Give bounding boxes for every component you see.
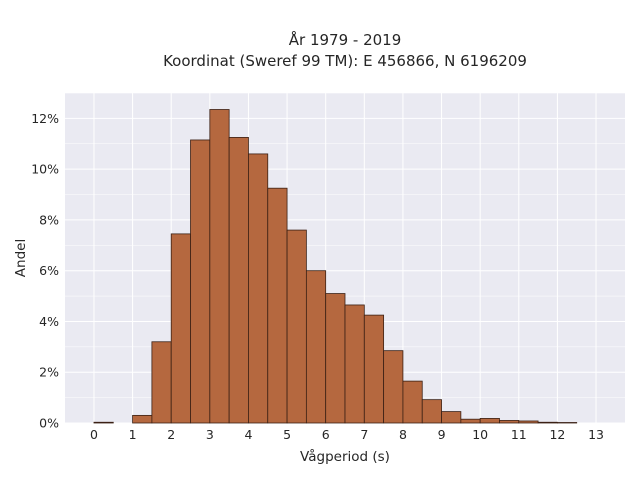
bars xyxy=(93,109,578,424)
histogram-bar-0 xyxy=(93,421,114,424)
chart-title-line-1: År 1979 - 2019 xyxy=(289,30,402,49)
x-tick-label-9: 9 xyxy=(438,427,446,442)
x-tick-label-3: 3 xyxy=(206,427,214,442)
histogram-bar-11 xyxy=(305,270,327,424)
histogram-bar-23 xyxy=(537,421,558,424)
y-axis-label: Andel xyxy=(13,239,29,277)
histogram-bar-14 xyxy=(363,314,385,424)
histogram-bar-15 xyxy=(383,350,404,424)
x-tick-label-11: 11 xyxy=(511,427,527,442)
chart-title: År 1979 - 2019 Koordinat (Sweref 99 TM): … xyxy=(163,30,527,70)
x-tick-label-7: 7 xyxy=(360,427,368,442)
y-tick-label-0: 0% xyxy=(39,416,59,431)
histogram-bar-3 xyxy=(151,341,172,424)
histogram-bar-6 xyxy=(209,109,230,424)
histogram-bar-7 xyxy=(228,137,249,424)
histogram-bar-21 xyxy=(499,420,520,424)
x-axis-ticks: 0 1 2 3 4 5 6 7 8 9 10 11 12 13 xyxy=(90,427,604,442)
x-tick-label-1: 1 xyxy=(129,427,137,442)
x-tick-label-6: 6 xyxy=(322,427,330,442)
histogram-bar-18 xyxy=(441,411,462,424)
histogram-bar-16 xyxy=(402,380,423,424)
y-tick-label-6: 12% xyxy=(31,111,59,126)
y-tick-label-3: 6% xyxy=(39,263,59,278)
x-tick-label-2: 2 xyxy=(167,427,175,442)
x-tick-label-12: 12 xyxy=(549,427,565,442)
x-axis-label: Vågperiod (s) xyxy=(300,448,390,465)
y-tick-label-2: 4% xyxy=(39,314,59,329)
y-axis-ticks: 0% 2% 4% 6% 8% 10% 12% xyxy=(31,111,59,431)
histogram-bar-13 xyxy=(344,304,365,424)
x-tick-label-4: 4 xyxy=(244,427,252,442)
chart-title-line-2: Koordinat (Sweref 99 TM): E 456866, N 61… xyxy=(163,52,527,70)
x-tick-label-13: 13 xyxy=(588,427,604,442)
y-tick-label-1: 2% xyxy=(39,365,59,380)
x-tick-label-5: 5 xyxy=(283,427,291,442)
histogram-bar-10 xyxy=(286,229,307,424)
y-tick-label-4: 8% xyxy=(39,212,59,227)
histogram-bar-5 xyxy=(190,139,211,424)
y-tick-label-5: 10% xyxy=(31,162,59,177)
histogram-bar-8 xyxy=(248,153,269,424)
histogram-bar-20 xyxy=(479,418,500,424)
histogram-bar-2 xyxy=(132,414,153,424)
histogram-bar-19 xyxy=(460,418,481,424)
histogram-bar-9 xyxy=(267,187,288,424)
histogram-bar-24 xyxy=(557,422,578,424)
histogram-bar-12 xyxy=(325,293,346,424)
x-tick-label-10: 10 xyxy=(472,427,488,442)
histogram-bar-17 xyxy=(421,399,442,424)
histogram-bar-4 xyxy=(170,233,191,424)
x-tick-label-0: 0 xyxy=(90,427,98,442)
x-tick-label-8: 8 xyxy=(399,427,407,442)
histogram-bar-22 xyxy=(518,420,539,424)
